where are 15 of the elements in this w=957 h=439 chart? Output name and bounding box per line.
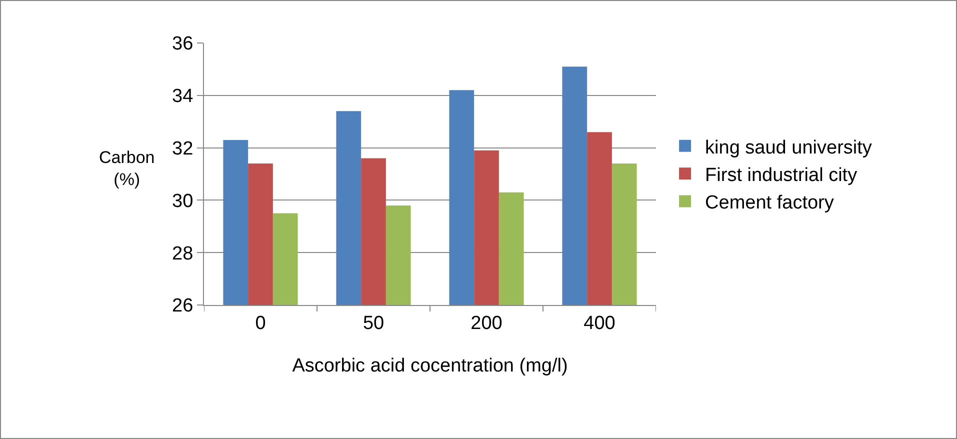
y-tick-label: 34 — [172, 86, 194, 108]
y-tick-label: 28 — [172, 243, 194, 264]
legend-label: king saud university — [705, 137, 872, 158]
y-axis-title: Carbon (%) — [99, 148, 155, 190]
x-tick-label: 50 — [362, 312, 384, 334]
legend-label: First industrial city — [705, 164, 858, 186]
x-axis-title: Ascorbic acid cocentration (mg/l) — [292, 356, 568, 377]
y-tick-label: 32 — [172, 138, 194, 160]
x-tick-label: 400 — [584, 312, 616, 334]
x-tick-label: 200 — [470, 312, 502, 334]
y-tick-label: 30 — [172, 190, 194, 212]
legend-label: Cement factory — [705, 192, 834, 214]
y-tick-label: 36 — [172, 34, 194, 55]
y-tick-label: 26 — [172, 296, 194, 317]
x-tick-label: 0 — [255, 312, 266, 334]
